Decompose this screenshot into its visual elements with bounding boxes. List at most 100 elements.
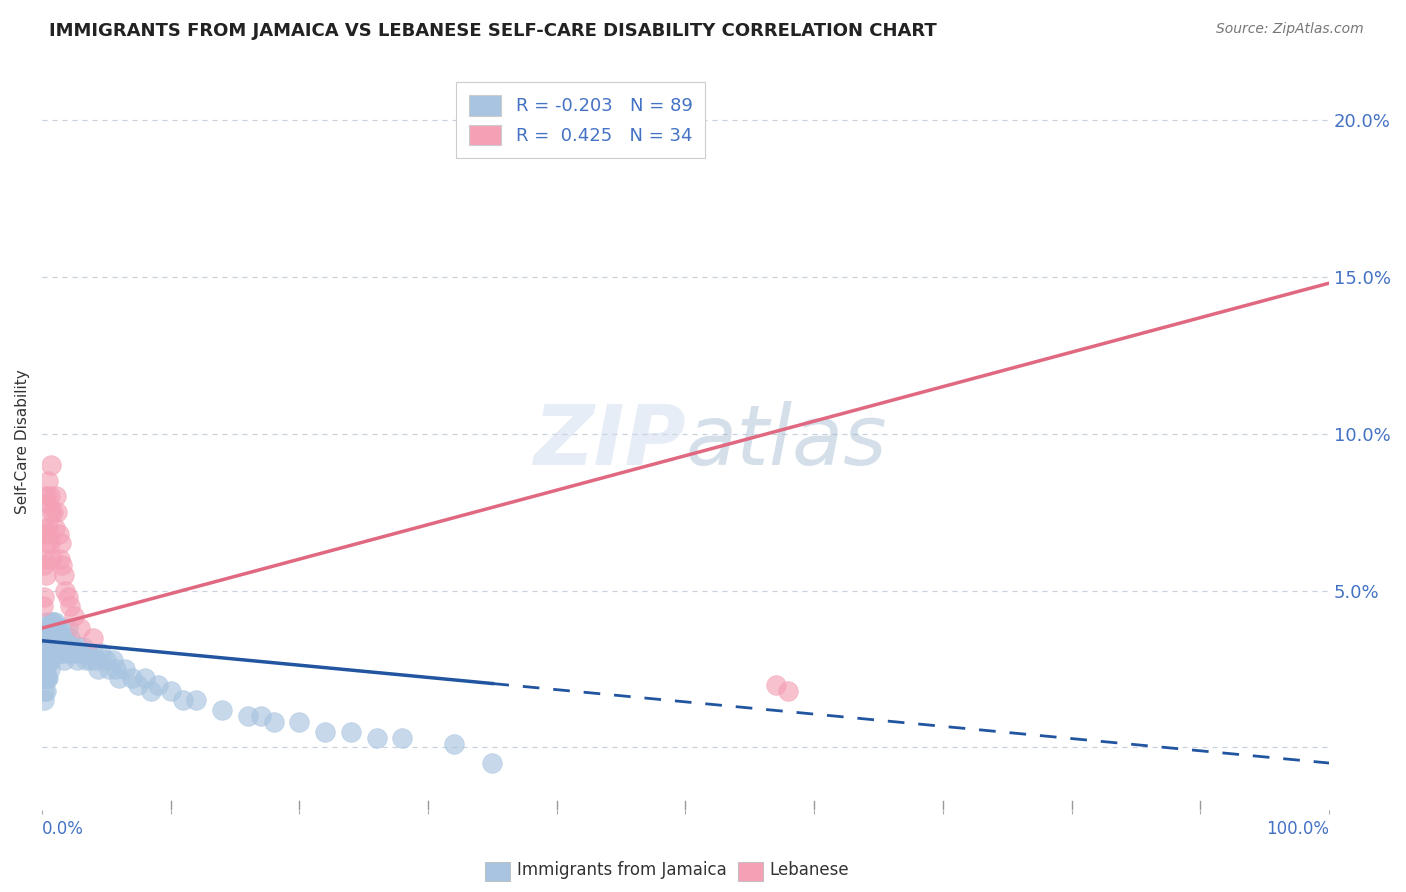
Point — [39, 652, 62, 666]
Point — [37, 671, 59, 685]
Point — [97, 662, 120, 676]
Point — [32, 662, 55, 676]
Point — [34, 671, 56, 685]
Point — [59, 599, 82, 614]
Point — [48, 631, 70, 645]
Point — [34, 671, 56, 685]
Point — [35, 496, 58, 510]
Point — [121, 671, 143, 685]
Point — [63, 608, 86, 623]
Point — [34, 646, 56, 660]
Point — [146, 678, 169, 692]
Point — [34, 631, 56, 645]
Point — [34, 693, 56, 707]
Point — [34, 521, 56, 535]
Point — [48, 527, 70, 541]
Point — [39, 631, 62, 645]
Point — [39, 505, 62, 519]
Point — [211, 703, 233, 717]
Point — [49, 646, 72, 660]
Point — [56, 621, 79, 635]
Point — [172, 693, 194, 707]
Point — [391, 731, 413, 745]
Point — [42, 615, 65, 629]
Point — [34, 527, 56, 541]
Point — [236, 709, 259, 723]
Point — [53, 583, 76, 598]
Point — [35, 671, 58, 685]
Point — [75, 652, 97, 666]
Point — [44, 521, 66, 535]
Point — [49, 536, 72, 550]
Point — [108, 671, 131, 685]
Point — [42, 637, 65, 651]
Point — [765, 678, 787, 692]
Point — [82, 646, 104, 660]
Point — [101, 652, 124, 666]
Text: IMMIGRANTS FROM JAMAICA VS LEBANESE SELF-CARE DISABILITY CORRELATION CHART: IMMIGRANTS FROM JAMAICA VS LEBANESE SELF… — [49, 22, 936, 40]
Point — [77, 646, 100, 660]
Text: atlas: atlas — [686, 401, 887, 482]
Point — [38, 490, 60, 504]
Point — [34, 490, 56, 504]
Point — [49, 552, 72, 566]
Point — [35, 637, 58, 651]
Point — [45, 621, 67, 635]
Point — [134, 671, 156, 685]
Text: Immigrants from Jamaica: Immigrants from Jamaica — [517, 861, 727, 879]
Point — [51, 558, 73, 573]
Point — [35, 621, 58, 635]
Point — [32, 671, 55, 685]
Point — [34, 615, 56, 629]
Point — [481, 756, 503, 770]
Point — [114, 662, 136, 676]
Point — [55, 646, 77, 660]
Point — [38, 646, 60, 660]
Point — [35, 536, 58, 550]
Point — [34, 558, 56, 573]
Point — [127, 678, 149, 692]
Point — [46, 621, 69, 635]
Point — [62, 640, 84, 654]
Point — [249, 709, 271, 723]
Point — [46, 505, 69, 519]
Point — [37, 652, 59, 666]
Point — [69, 621, 91, 635]
Point — [778, 684, 800, 698]
Text: ZIP: ZIP — [533, 401, 686, 482]
Point — [186, 693, 208, 707]
Point — [34, 662, 56, 676]
Point — [58, 640, 80, 654]
Point — [96, 652, 118, 666]
Text: 0.0%: 0.0% — [42, 820, 84, 838]
Text: Lebanese: Lebanese — [769, 861, 849, 879]
Point — [42, 505, 65, 519]
Point — [46, 646, 69, 660]
Point — [41, 646, 63, 660]
Point — [53, 631, 76, 645]
Point — [60, 646, 83, 660]
Point — [35, 652, 58, 666]
Point — [52, 652, 75, 666]
Point — [34, 631, 56, 645]
Point — [52, 567, 75, 582]
Point — [90, 646, 112, 660]
Point — [38, 536, 60, 550]
Point — [39, 458, 62, 472]
Point — [159, 684, 181, 698]
Point — [34, 684, 56, 698]
Point — [38, 631, 60, 645]
Point — [38, 662, 60, 676]
Point — [80, 652, 103, 666]
Point — [339, 724, 361, 739]
Point — [314, 724, 336, 739]
Point — [49, 621, 72, 635]
Point — [39, 615, 62, 629]
Point — [87, 662, 110, 676]
Point — [41, 621, 63, 635]
Point — [59, 631, 82, 645]
Point — [37, 637, 59, 651]
Point — [45, 646, 67, 660]
Point — [45, 490, 67, 504]
Point — [34, 684, 56, 698]
